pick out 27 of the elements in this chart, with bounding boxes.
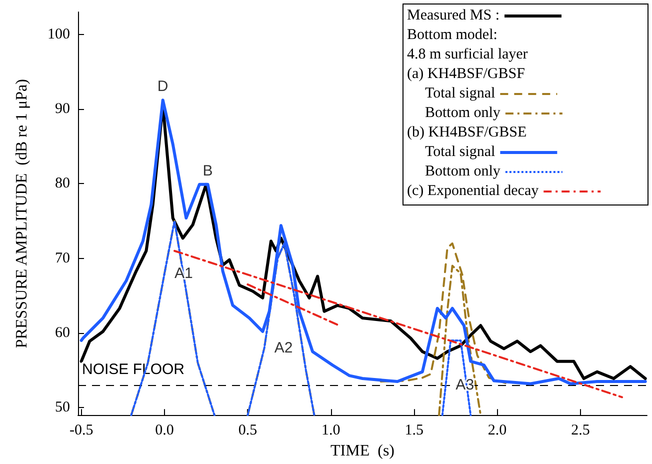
- x-axis-title: TIME (s): [330, 442, 394, 460]
- annotation: D: [157, 78, 168, 96]
- x-tick-label: -0.5: [69, 422, 94, 439]
- x-tick-label: 2.0: [488, 422, 507, 439]
- y-tick-label: 60: [55, 324, 70, 341]
- legend-label: Bottom only: [425, 164, 501, 180]
- x-tick-label: 1.5: [404, 422, 424, 439]
- y-tick-label: 80: [55, 176, 70, 192]
- annotation: B: [202, 162, 213, 180]
- y-tick-label: 50: [55, 400, 70, 416]
- annotation: A2: [274, 339, 293, 356]
- y-tick-label: 90: [55, 101, 70, 118]
- legend-label: (c) Exponential decay: [407, 183, 540, 199]
- annotation: (a) KH4BSF/GBSF: [407, 66, 525, 82]
- legend-label: Bottom only: [425, 105, 501, 121]
- x-tick-label: 2.5: [571, 422, 590, 439]
- legend-title: Bottom model: 4.8 m surficial layer: [407, 27, 528, 62]
- y-tick-label: 100: [48, 26, 70, 42]
- legend-label: Total signal: [425, 86, 496, 102]
- y-axis-title: PRESSURE AMPLITUDE (dB re 1 μPa): [14, 79, 30, 348]
- legend-label: Measured MS :: [407, 8, 500, 24]
- x-tick-label: 0.5: [238, 422, 258, 439]
- x-tick-label: 0.0: [155, 422, 174, 439]
- y-tick-label: 70: [55, 250, 70, 266]
- x-tick-label: 1.0: [322, 422, 340, 439]
- annotation: (b) KH4BSF/GBSE: [407, 124, 527, 140]
- legend-label: Total signal: [425, 144, 496, 160]
